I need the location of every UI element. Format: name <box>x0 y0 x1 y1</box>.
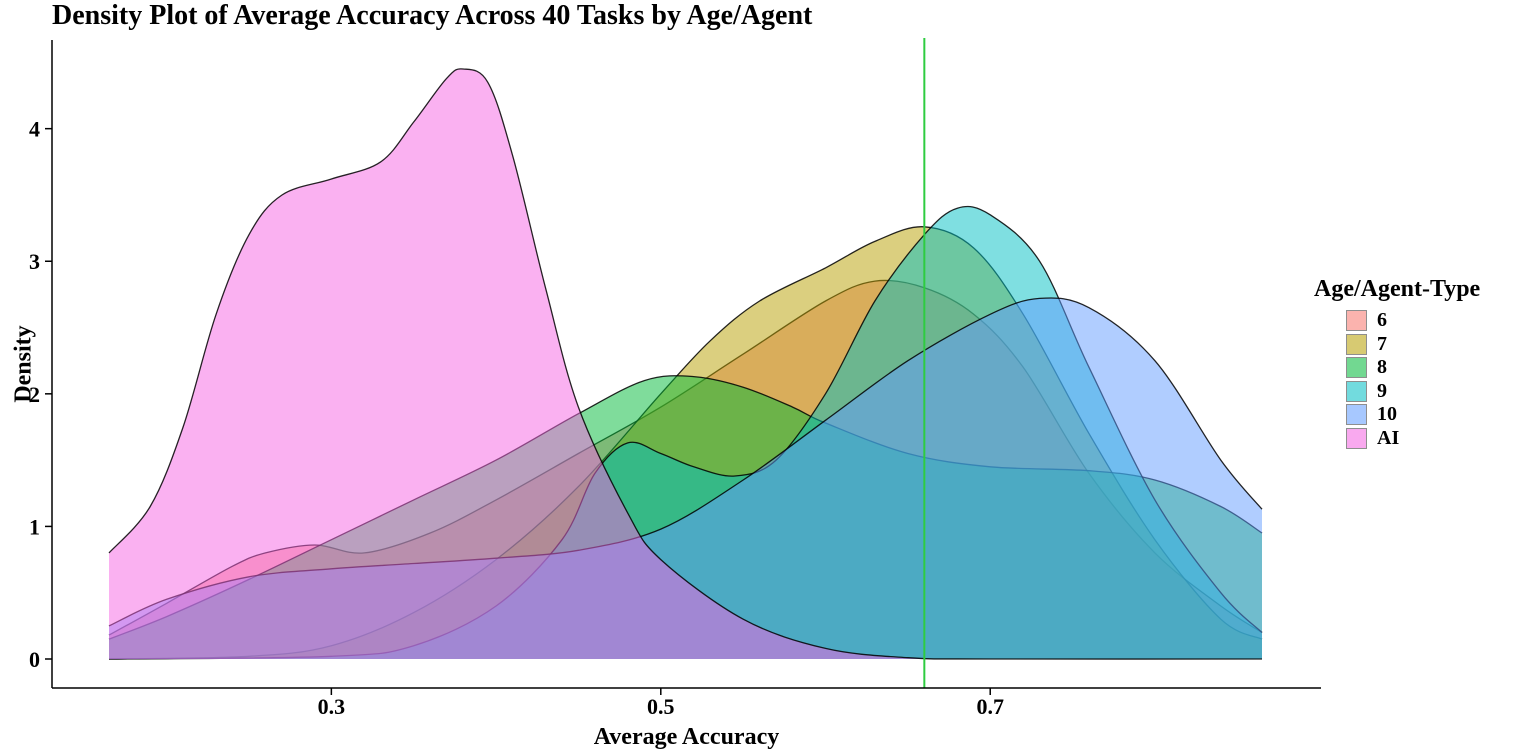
legend-swatch <box>1346 404 1367 426</box>
legend-swatch <box>1346 427 1367 449</box>
legend-item-ai: AI <box>1314 427 1480 451</box>
legend-swatch <box>1346 357 1367 379</box>
legend-swatch <box>1346 310 1367 332</box>
x-tick-label: 0.5 <box>647 694 675 719</box>
legend-item-6: 6 <box>1314 309 1480 333</box>
legend: Age/Agent-Type 6 7 8 9 10 AI <box>1314 276 1480 450</box>
legend-item-8: 8 <box>1314 356 1480 380</box>
x-axis-title: Average Accuracy <box>594 724 779 750</box>
legend-swatch <box>1346 380 1367 402</box>
legend-label: 10 <box>1377 403 1397 426</box>
legend-label: 8 <box>1377 356 1387 379</box>
legend-item-10: 10 <box>1314 403 1480 427</box>
density-area-ai <box>109 68 1262 660</box>
y-tick-label: 3 <box>29 249 40 274</box>
y-tick-label: 4 <box>29 117 40 142</box>
legend-label: 7 <box>1377 332 1387 355</box>
y-tick-label: 1 <box>29 514 40 539</box>
legend-label: AI <box>1377 426 1400 449</box>
y-tick-label: 0 <box>29 647 40 672</box>
axes: 0.3 0.5 0.7 0 1 2 3 4 <box>29 40 1321 719</box>
legend-title: Age/Agent-Type <box>1314 276 1481 302</box>
legend-items: 6 7 8 9 10 AI <box>1314 309 1480 450</box>
legend-item-7: 7 <box>1314 333 1480 357</box>
x-tick-label: 0.3 <box>318 694 346 719</box>
density-areas <box>108 68 1263 660</box>
y-tick-label: 2 <box>29 382 40 407</box>
x-tick-label: 0.7 <box>976 694 1004 719</box>
legend-swatch <box>1346 333 1367 355</box>
legend-item-9: 9 <box>1314 380 1480 404</box>
legend-label: 6 <box>1377 309 1387 332</box>
y-axis-title: Density <box>10 325 36 402</box>
legend-label: 9 <box>1377 379 1387 402</box>
chart-title: Density Plot of Average Accuracy Across … <box>52 0 813 31</box>
density-outline-ai <box>108 68 1263 660</box>
